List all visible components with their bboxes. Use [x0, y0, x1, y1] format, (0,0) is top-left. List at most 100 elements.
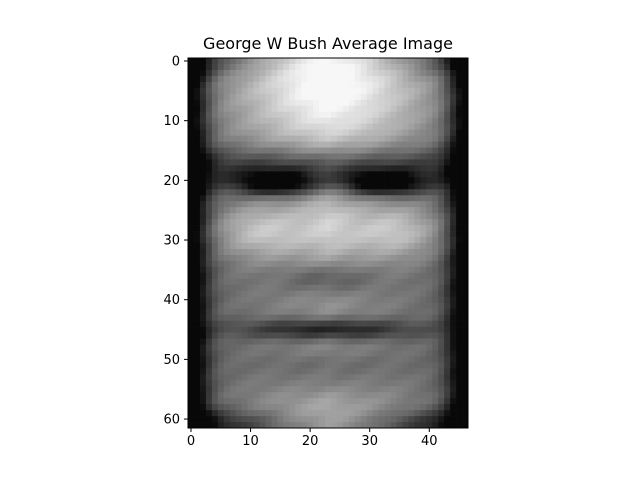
image-pixel	[277, 153, 284, 160]
image-pixel	[414, 248, 421, 256]
image-pixel	[432, 380, 439, 387]
image-pixel	[235, 153, 242, 160]
image-pixel	[325, 177, 332, 184]
image-pixel	[348, 159, 356, 166]
image-pixel	[289, 195, 296, 202]
image-pixel	[193, 368, 201, 375]
image-pixel	[426, 338, 433, 345]
image-pixel	[348, 99, 356, 107]
image-pixel	[432, 81, 439, 89]
image-pixel	[366, 147, 374, 154]
image-pixel	[247, 123, 254, 130]
image-pixel	[384, 243, 391, 250]
image-pixel	[211, 338, 219, 345]
image-pixel	[283, 93, 290, 101]
image-pixel	[319, 344, 326, 351]
image-pixel	[342, 350, 350, 357]
image-pixel	[193, 284, 201, 292]
image-pixel	[223, 344, 231, 351]
image-pixel	[313, 183, 320, 190]
image-pixel	[325, 165, 332, 172]
image-pixel	[456, 302, 463, 309]
image-pixel	[325, 296, 332, 304]
image-pixel	[307, 362, 314, 369]
image-pixel	[342, 177, 350, 184]
image-pixel	[438, 129, 445, 136]
image-pixel	[456, 207, 463, 214]
image-pixel	[277, 225, 284, 232]
image-pixel	[360, 225, 368, 232]
image-pixel	[402, 416, 409, 423]
image-pixel	[211, 63, 219, 71]
image-pixel	[307, 332, 314, 339]
image-pixel	[408, 248, 415, 256]
image-pixel	[462, 338, 469, 345]
image-pixel	[199, 195, 207, 202]
image-pixel	[432, 195, 439, 202]
image-pixel	[462, 404, 469, 411]
image-pixel	[336, 141, 344, 148]
image-pixel	[211, 404, 219, 411]
image-pixel	[408, 207, 415, 214]
image-pixel	[205, 93, 213, 101]
image-pixel	[402, 368, 409, 375]
image-pixel	[271, 75, 278, 83]
image-pixel	[241, 404, 248, 411]
image-pixel	[241, 243, 248, 250]
image-pixel	[259, 58, 266, 65]
image-pixel	[330, 243, 338, 250]
image-pixel	[271, 314, 278, 321]
image-pixel	[211, 302, 219, 309]
image-pixel	[199, 416, 207, 423]
image-pixel	[432, 225, 439, 232]
image-pixel	[378, 272, 385, 280]
image-pixel	[438, 410, 445, 417]
image-pixel	[289, 278, 296, 286]
image-pixel	[241, 344, 248, 351]
image-pixel	[450, 374, 457, 381]
image-pixel	[360, 177, 368, 184]
image-pixel	[307, 338, 314, 345]
image-pixel	[414, 177, 421, 184]
image-pixel	[366, 75, 374, 83]
image-pixel	[205, 237, 213, 244]
image-pixel	[277, 392, 284, 399]
image-pixel	[277, 344, 284, 351]
image-pixel	[396, 75, 403, 83]
image-pixel	[354, 58, 362, 65]
image-pixel	[229, 195, 237, 202]
image-pixel	[402, 105, 409, 113]
image-pixel	[235, 99, 242, 107]
image-pixel	[414, 81, 421, 89]
image-pixel	[235, 207, 242, 214]
image-pixel	[211, 296, 219, 304]
image-pixel	[301, 314, 308, 321]
image-pixel	[360, 99, 368, 107]
image-pixel	[402, 326, 409, 333]
image-pixel	[289, 189, 296, 196]
image-pixel	[420, 159, 427, 166]
image-pixel	[235, 63, 242, 71]
image-pixel	[456, 362, 463, 369]
image-pixel	[319, 243, 326, 250]
image-pixel	[378, 105, 385, 113]
image-pixel	[396, 260, 403, 268]
image-pixel	[301, 278, 308, 286]
image-pixel	[360, 398, 368, 405]
image-pixel	[426, 135, 433, 142]
image-pixel	[301, 135, 308, 142]
image-pixel	[414, 302, 421, 309]
image-pixel	[408, 219, 415, 226]
image-pixel	[384, 326, 391, 333]
image-pixel	[450, 231, 457, 238]
image-pixel	[205, 272, 213, 280]
image-pixel	[432, 272, 439, 280]
image-pixel	[223, 75, 231, 83]
image-pixel	[301, 350, 308, 357]
image-pixel	[420, 189, 427, 196]
image-pixel	[217, 380, 225, 387]
image-pixel	[217, 296, 225, 304]
image-pixel	[199, 171, 207, 178]
image-pixel	[366, 398, 374, 405]
image-pixel	[253, 177, 260, 184]
